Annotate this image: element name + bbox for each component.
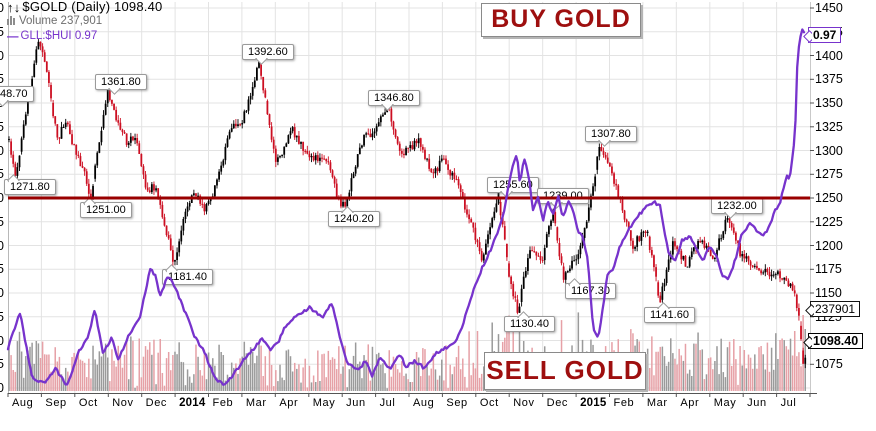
time-axis-label: May	[312, 397, 336, 409]
price-axis-label-left-clipped: 1200	[0, 238, 4, 253]
price-axis-label-left-clipped: 1450	[0, 1, 4, 15]
price-axis-label: 1250	[815, 191, 843, 205]
price-axis-label-left-clipped: 1275	[0, 167, 4, 182]
ratio-legend: — GLL:$HUI 0.97	[7, 30, 162, 44]
volume-legend: Volume 237,901	[7, 15, 162, 29]
price-axis-label-left-clipped: 1050	[0, 381, 4, 395]
volume-last-value: 237901	[814, 302, 857, 316]
price-axis-label-left-clipped: 1375	[0, 72, 4, 87]
time-axis-label: Aug	[12, 397, 34, 409]
time-axis-label: Apr	[279, 397, 299, 409]
time-axis-label: Jul	[379, 397, 396, 409]
price-axis-label-left-clipped: 1400	[0, 48, 4, 63]
time-axis-label: Dec	[145, 397, 168, 409]
price-axis-label: 1300	[815, 143, 843, 158]
time-axis-label: Apr	[680, 397, 700, 409]
time-axis-label: Jun	[747, 397, 767, 409]
time-axis-label: Sep	[446, 397, 468, 409]
ratio-legend-label: GLL:$HUI 0.97	[20, 30, 98, 42]
price-axis-label-left-clipped: 1225	[0, 214, 4, 229]
time-axis-label: Mar	[646, 397, 668, 409]
buy-gold-text: BUY GOLD	[491, 5, 631, 33]
price-axis-label-left-clipped: 1325	[0, 119, 4, 134]
chart-legend: ↑↓ $GOLD (Daily) 1098.40 Volume 237,901 —…	[7, 0, 162, 44]
price-axis-label: 1175	[815, 262, 842, 277]
price-axis-label: 1200	[815, 238, 843, 253]
time-axis-label: 2015	[580, 397, 607, 409]
price-last-value: 1098.40	[812, 334, 860, 348]
time-axis-label: Dec	[546, 397, 569, 409]
price-axis-label-left-clipped: 1250	[0, 191, 4, 205]
price-axis-label-left-clipped: 1100	[0, 333, 4, 348]
volume-bars-icon	[7, 15, 17, 29]
price-axis-label-left-clipped: 1125	[0, 309, 4, 324]
price-axis-label: 1450	[815, 1, 843, 15]
time-axis-label: Jun	[346, 397, 366, 409]
price-axis-label: 1375	[815, 72, 843, 87]
time-axis-label: Oct	[479, 397, 499, 409]
symbol-title: ↑↓ $GOLD (Daily) 1098.40	[7, 0, 162, 14]
price-axis-label-left-clipped: 1300	[0, 143, 4, 158]
time-axis-label: Feb	[212, 397, 234, 409]
ratio-last-value: 0.97	[812, 28, 838, 42]
price-axis-label-left-clipped: 1075	[0, 357, 4, 372]
price-axis-label: 1350	[815, 96, 843, 110]
time-axis-label: 2014	[179, 397, 206, 409]
time-axis-label: Mar	[245, 397, 267, 409]
price-axis-label-left-clipped: 1425	[0, 24, 4, 39]
volume-legend-label: Volume 237,901	[19, 15, 103, 27]
price-axis-label: 1325	[815, 119, 843, 134]
symbol-title-label: $GOLD (Daily) 1098.40	[22, 0, 163, 14]
volume-last-value-tag: 237901	[805, 301, 861, 317]
time-axis-label: Sep	[45, 397, 67, 409]
time-axis-label: Nov	[513, 397, 535, 409]
updown-arrows-icon: ↑↓	[7, 0, 21, 15]
line-series-icon: —	[7, 31, 19, 43]
price-axis-label: 1075	[815, 357, 843, 372]
sell-gold-note: SELL GOLD	[484, 352, 646, 390]
price-axis-label-left-clipped: 1150	[0, 286, 4, 300]
price-axis-label: 1150	[815, 286, 842, 300]
time-axis-label: May	[713, 397, 737, 409]
time-axis-label: Jul	[780, 397, 797, 409]
time-axis-label: Aug	[413, 397, 435, 409]
time-axis-label: Oct	[78, 397, 98, 409]
buy-gold-note: BUY GOLD	[481, 3, 641, 37]
price-axis-label: 1275	[815, 167, 843, 182]
ratio-last-value-tag: 0.97	[803, 27, 842, 43]
time-axis-label: Nov	[112, 397, 134, 409]
price-axis-label: 1225	[815, 214, 843, 229]
price-last-value-tag: 1098.40	[803, 333, 864, 349]
price-axis-label-left-clipped: 1175	[0, 262, 4, 277]
price-axis-label: 1400	[815, 48, 843, 63]
price-axis-label-left-clipped: 1350	[0, 96, 4, 110]
time-axis-label: Feb	[613, 397, 635, 409]
sell-gold-text: SELL GOLD	[486, 355, 644, 385]
